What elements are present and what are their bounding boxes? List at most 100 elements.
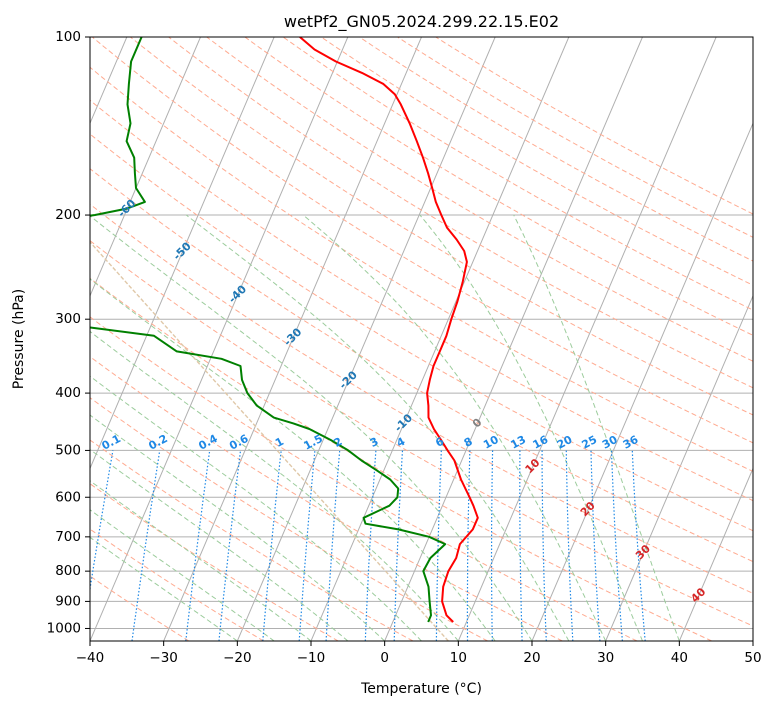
lcl-curve xyxy=(90,241,449,641)
dry-adiabat-line xyxy=(282,37,753,311)
isotherm-line xyxy=(90,37,201,298)
x-tick-label: 30 xyxy=(597,650,614,666)
grid-layer xyxy=(90,37,753,641)
moist-adiabat-line xyxy=(90,330,459,641)
isotherm-label: 20 xyxy=(578,499,598,519)
moist-adiabat-line xyxy=(90,480,312,641)
dry-adiabat-line xyxy=(90,99,753,502)
isotherm-label: -80 xyxy=(5,111,28,134)
mixing-ratio-line xyxy=(631,450,646,641)
isotherm-label: -10 xyxy=(392,411,415,434)
x-axis-title: Temperature (°C) xyxy=(360,681,482,697)
x-tick-label: 50 xyxy=(744,650,761,666)
y-axis-title: Pressure (hPa) xyxy=(11,289,27,389)
mixing-ratio-line xyxy=(185,450,211,641)
mixing-ratio-line xyxy=(565,450,574,641)
mixing-ratio-line xyxy=(90,450,114,593)
mixing-ratio-label: 4 xyxy=(394,435,407,450)
y-tick-label: 1000 xyxy=(47,620,81,636)
isotherm-line xyxy=(163,37,422,641)
moist-adiabat-line xyxy=(513,214,680,641)
dry-adiabat-line xyxy=(90,66,753,472)
mixing-ratio-line xyxy=(490,450,494,641)
x-tick-label: 10 xyxy=(450,650,467,666)
isotherm-label: -20 xyxy=(337,368,360,391)
y-tick-label: 300 xyxy=(55,311,81,327)
dry-adiabat-line xyxy=(90,168,753,563)
dry-adiabat-line xyxy=(168,37,753,389)
y-tick-label: 500 xyxy=(55,442,81,458)
moist-adiabat-line xyxy=(90,414,386,641)
axis-layer: −40 −30 −20 −10 0 10 20 30 40 5010020030040050060… xyxy=(47,29,762,666)
mixing-ratio-line xyxy=(298,450,316,641)
dewpoint-profile-line xyxy=(90,37,447,623)
dry-adiabat-line xyxy=(244,37,753,336)
dry-adiabat-line xyxy=(206,37,753,362)
isotherm-label: 0 xyxy=(470,415,485,430)
y-tick-label: 800 xyxy=(55,563,81,579)
mixing-ratio-label: 6 xyxy=(433,435,446,450)
moist-adiabat-line xyxy=(90,215,533,641)
series-layer xyxy=(90,37,479,623)
dry-adiabat-line xyxy=(90,277,712,641)
y-tick-label: 900 xyxy=(55,593,81,609)
x-tick-label: −40 xyxy=(76,650,105,666)
dry-adiabat-line xyxy=(130,37,753,416)
mixing-ratio-label: 16 xyxy=(531,433,551,452)
moist-adiabat-line xyxy=(185,214,570,641)
x-tick-label: −20 xyxy=(223,650,252,666)
moist-adiabat-line xyxy=(90,536,238,641)
dry-adiabat-line xyxy=(90,240,753,627)
mixing-ratio-line xyxy=(393,450,404,641)
mixing-ratio-label: 30 xyxy=(600,433,620,452)
isotherm-line xyxy=(678,467,753,641)
mixing-ratio-line xyxy=(218,450,242,641)
isotherm-line xyxy=(457,37,717,641)
dry-adiabat-line xyxy=(90,397,488,641)
mixing-ratio-line xyxy=(590,450,601,641)
dry-adiabat-line xyxy=(90,439,414,641)
dry-adiabat-line xyxy=(90,528,264,641)
isotherm-label: -50 xyxy=(171,239,194,262)
dry-adiabat-line xyxy=(90,316,638,641)
dry-adiabat-line xyxy=(359,37,753,262)
mixing-ratio-label: 13 xyxy=(508,433,528,452)
dry-adiabat-line xyxy=(320,37,753,286)
isotherm-label: -60 xyxy=(115,196,138,219)
mixing-ratio-label: 0.1 xyxy=(100,432,123,453)
mixing-ratio-label: 0.4 xyxy=(196,432,220,453)
x-tick-label: 0 xyxy=(380,650,389,666)
x-tick-label: 20 xyxy=(523,650,540,666)
plot-frame xyxy=(89,36,754,642)
mixing-ratio-line xyxy=(610,450,623,641)
mixing-ratio-label: 8 xyxy=(462,435,475,450)
mixing-ratio-label: 10 xyxy=(481,433,501,452)
dry-adiabat-line xyxy=(91,37,753,444)
moist-adiabat-line xyxy=(90,509,275,641)
isotherm-line xyxy=(531,122,753,641)
isotherm-line xyxy=(90,37,275,470)
y-tick-label: 400 xyxy=(55,385,81,401)
isotherm-line xyxy=(605,294,753,641)
mixing-ratio-line xyxy=(364,450,377,641)
x-tick-label: −30 xyxy=(149,650,178,666)
y-tick-label: 200 xyxy=(55,207,81,223)
isotherm-line xyxy=(90,37,349,641)
isotherm-label: 30 xyxy=(633,542,653,562)
mixing-ratio-line xyxy=(325,450,341,641)
chart-title: wetPf2_GN05.2024.299.22.15.E02 xyxy=(284,12,559,32)
moist-adiabat-line xyxy=(90,278,496,641)
mixing-ratio-label: 0.6 xyxy=(227,432,251,453)
y-tick-label: 100 xyxy=(55,29,81,45)
dry-adiabat-line xyxy=(90,133,753,532)
y-tick-label: 600 xyxy=(55,489,81,505)
temperature-profile-line xyxy=(299,37,479,623)
isotherm-label: -30 xyxy=(281,325,304,348)
x-tick-label: −10 xyxy=(297,650,326,666)
isotherm-label: -40 xyxy=(226,282,249,305)
dry-adiabat-line xyxy=(90,575,190,641)
isotherm-line xyxy=(236,37,496,641)
isotherm-line xyxy=(384,37,643,641)
mixing-ratio-line xyxy=(519,450,523,641)
